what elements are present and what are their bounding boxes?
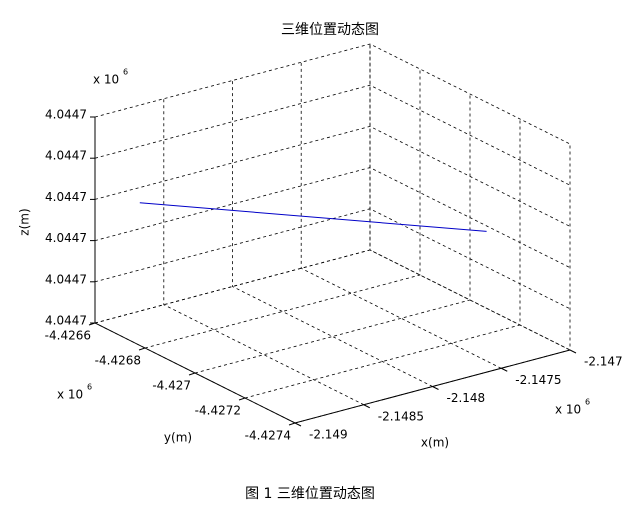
z-axis-label: z(m) [18,208,32,235]
grid-line [94,117,296,424]
grid-line [369,44,571,351]
axis-line [94,117,571,424]
y-tick-label: -4.427 [152,379,191,393]
grid-line [232,80,433,387]
z-tick-label: 4.0447 [45,190,87,204]
z-tick-label: 4.0447 [45,272,87,286]
z-multiplier-exponent: 6 [123,68,128,77]
grid-line [94,125,571,227]
x-tick-label: -2.1475 [515,373,561,387]
y-tick-label: -4.4266 [45,329,91,343]
z-tick-label: 4.0447 [45,108,87,122]
grid-line [300,62,502,369]
tick-mark [432,386,439,390]
tick-mark [569,349,577,354]
grid-line [163,98,364,406]
grid-line [94,43,571,145]
z-tick-label: 4.0447 [45,149,87,163]
x-axis-label: x(m) [421,436,449,450]
x-multiplier: x 10 [555,403,581,417]
x-tick-label: -2.149 [309,428,348,442]
tick-mark [294,422,302,427]
z-tick-label: 4.0447 [45,314,87,328]
x-multiplier-exponent: 6 [585,398,590,407]
z-tick-label: 4.0447 [45,231,87,245]
y-multiplier: x 10 [57,388,83,402]
data-line [139,202,487,232]
grid-line [144,69,421,349]
chart-title: 三维位置动态图 [281,22,379,38]
tick-mark [288,422,296,426]
grid-line [244,119,521,399]
tick-mark [363,404,370,409]
tick-mark [138,347,146,351]
caption: 图 1 三维位置动态图 [245,486,375,502]
x-tick-label: -2.147 [584,355,623,369]
grid-line [94,249,571,351]
tick-mark [238,397,246,401]
tick-mark [188,372,196,376]
y-tick-label: -4.4268 [95,354,141,368]
grid-line [94,84,571,186]
y-tick-label: -4.4272 [195,404,241,418]
y-tick-label: -4.4274 [245,429,291,443]
grid-line [94,208,571,310]
y-multiplier-exponent: 6 [87,383,92,392]
grid-line [94,167,571,268]
x-tick-label: -2.1485 [378,409,424,423]
x-tick-label: -2.148 [447,391,486,405]
tick-mark [501,367,508,372]
y-axis-label: y(m) [164,431,192,445]
z-multiplier: x 10 [93,73,119,87]
grid-line [194,94,471,374]
